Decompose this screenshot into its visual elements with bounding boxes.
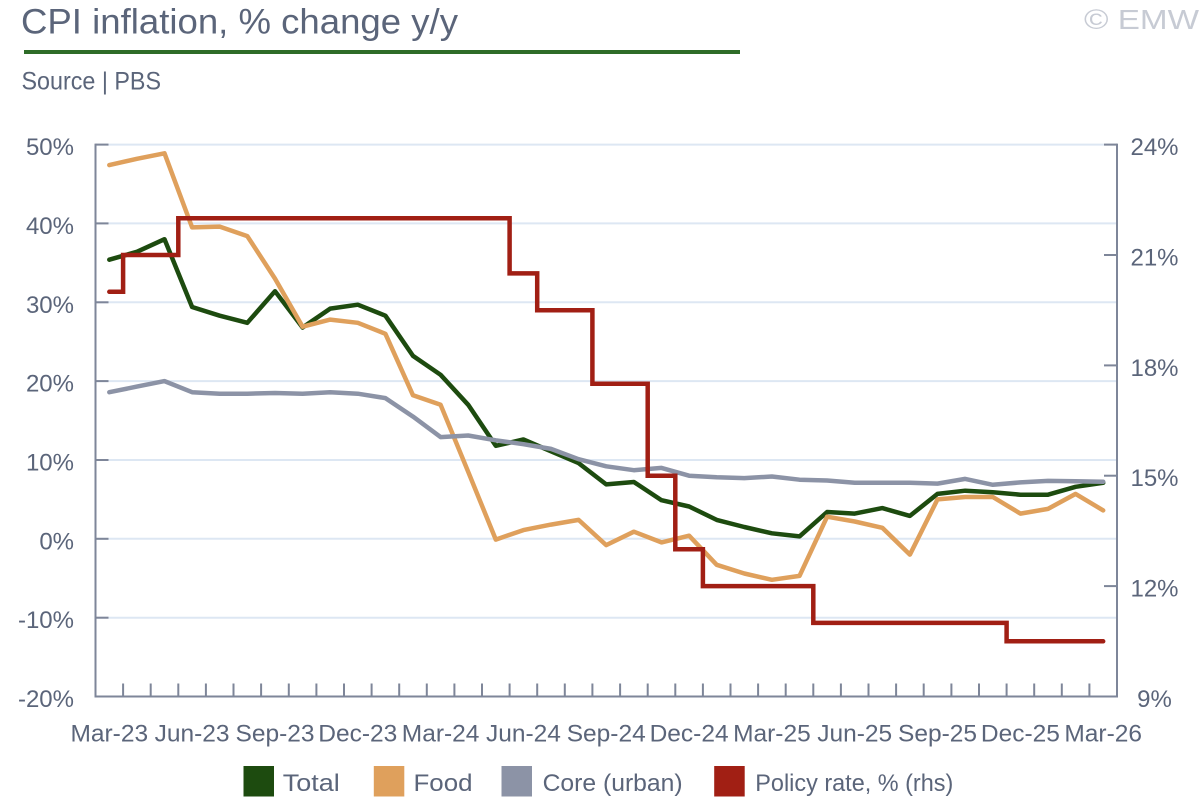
svg-text:20%: 20% bbox=[26, 371, 74, 398]
svg-text:21%: 21% bbox=[1130, 245, 1178, 272]
svg-text:Mar-25: Mar-25 bbox=[733, 721, 811, 748]
svg-text:40%: 40% bbox=[26, 213, 74, 240]
svg-text:Core (urban): Core (urban) bbox=[543, 770, 683, 797]
svg-text:Dec-25: Dec-25 bbox=[981, 721, 1060, 748]
svg-text:Mar-24: Mar-24 bbox=[402, 721, 480, 748]
svg-text:24%: 24% bbox=[1130, 134, 1178, 161]
svg-text:30%: 30% bbox=[26, 292, 74, 319]
svg-text:0%: 0% bbox=[39, 528, 74, 555]
svg-text:50%: 50% bbox=[26, 134, 74, 161]
svg-text:Total: Total bbox=[283, 770, 340, 797]
svg-text:Jun-23: Jun-23 bbox=[155, 721, 230, 748]
svg-text:Sep-24: Sep-24 bbox=[567, 721, 646, 748]
svg-text:-20%: -20% bbox=[18, 686, 74, 713]
svg-text:Jun-24: Jun-24 bbox=[486, 721, 561, 748]
svg-text:© EMW: © EMW bbox=[1084, 4, 1200, 35]
svg-text:Jun-25: Jun-25 bbox=[817, 721, 892, 748]
svg-text:Mar-23: Mar-23 bbox=[70, 721, 148, 748]
svg-text:Policy rate, % (rhs): Policy rate, % (rhs) bbox=[755, 770, 953, 797]
svg-text:15%: 15% bbox=[1130, 465, 1178, 492]
svg-text:Sep-23: Sep-23 bbox=[235, 721, 314, 748]
svg-text:Source | PBS: Source | PBS bbox=[22, 68, 162, 96]
svg-text:9%: 9% bbox=[1137, 686, 1172, 713]
svg-text:CPI inflation, % change y/y: CPI inflation, % change y/y bbox=[21, 2, 458, 41]
svg-text:18%: 18% bbox=[1130, 355, 1178, 382]
svg-text:Sep-25: Sep-25 bbox=[898, 721, 977, 748]
svg-text:Dec-24: Dec-24 bbox=[650, 721, 729, 748]
svg-text:12%: 12% bbox=[1130, 576, 1178, 603]
svg-text:10%: 10% bbox=[26, 450, 74, 477]
svg-text:Food: Food bbox=[414, 770, 473, 797]
svg-text:Mar-26: Mar-26 bbox=[1064, 721, 1142, 748]
svg-text:Dec-23: Dec-23 bbox=[318, 721, 397, 748]
svg-text:-10%: -10% bbox=[18, 607, 74, 634]
